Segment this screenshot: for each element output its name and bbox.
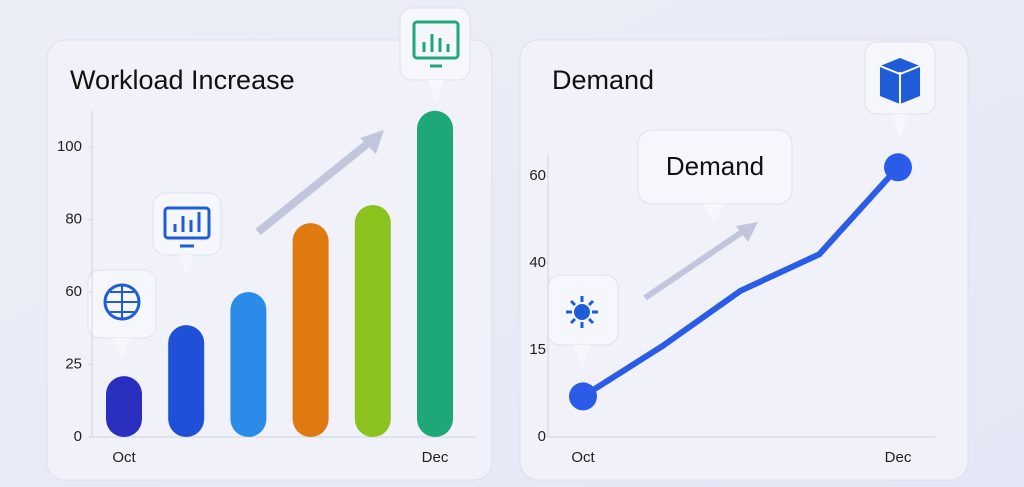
x-tick-label: Dec <box>885 449 912 466</box>
y-tick-label: 60 <box>65 283 82 300</box>
point <box>658 343 665 350</box>
bar <box>106 376 142 437</box>
icon-bubble <box>547 274 619 370</box>
icon-bubble <box>152 192 222 275</box>
x-tick-label: Oct <box>571 449 595 466</box>
trend-arrow <box>255 136 375 236</box>
bar <box>417 110 453 437</box>
icon-bubble <box>864 41 936 140</box>
chart-title: Demand <box>552 65 654 95</box>
icon-bubble <box>87 269 157 360</box>
chart-title: Workload Increase <box>70 65 295 95</box>
y-tick-label: 0 <box>538 428 546 445</box>
point <box>816 251 823 258</box>
x-tick-label: Dec <box>422 449 449 466</box>
point <box>569 382 597 411</box>
point <box>884 153 912 182</box>
icon-bubble <box>399 7 471 104</box>
annotation: Demand <box>666 151 764 181</box>
bar <box>354 205 391 437</box>
bar <box>168 325 205 437</box>
x-tick-label: Oct <box>112 449 136 466</box>
y-tick-label: 15 <box>529 341 546 358</box>
y-tick-label: 40 <box>529 254 546 271</box>
bar <box>292 223 329 437</box>
y-tick-label: 80 <box>65 210 82 227</box>
trend-arrow-head <box>736 222 758 242</box>
trend-arrow <box>643 227 747 301</box>
panel <box>519 39 969 481</box>
y-tick-label: 0 <box>74 428 82 445</box>
trend-arrow-head <box>360 130 384 154</box>
bar <box>230 292 267 437</box>
y-tick-label: 25 <box>65 355 82 372</box>
point <box>737 287 744 294</box>
annotation-pointer <box>704 204 724 226</box>
y-tick-label: 100 <box>57 138 82 155</box>
y-tick-label: 60 <box>529 167 546 184</box>
